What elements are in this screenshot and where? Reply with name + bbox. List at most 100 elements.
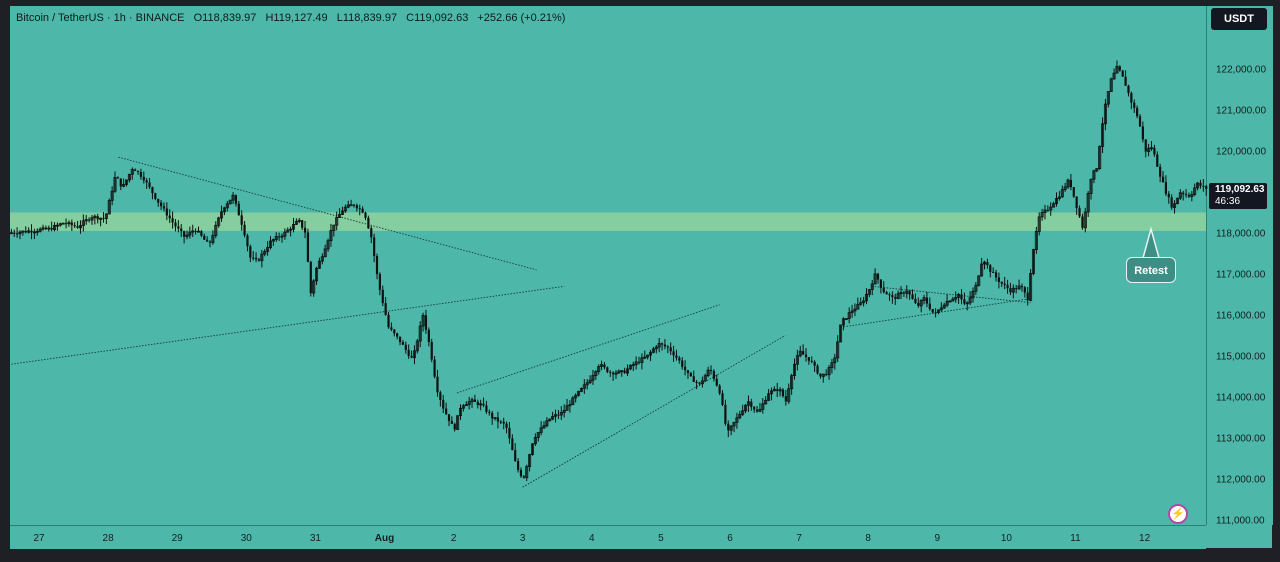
candle [873, 268, 877, 285]
candle [1164, 175, 1168, 197]
candle [312, 279, 316, 297]
candle-body [159, 202, 163, 207]
candle [681, 357, 684, 370]
candle-body [992, 271, 995, 273]
candle [1000, 281, 1003, 287]
candle-body [237, 203, 240, 216]
candle-body [963, 299, 966, 304]
candle-body [249, 246, 252, 258]
candle [237, 201, 240, 216]
candle-body [934, 312, 937, 314]
candle [1009, 282, 1012, 296]
candle [689, 371, 692, 377]
candle-body [203, 235, 206, 240]
open-value: O118,839.97 [193, 12, 257, 24]
candle [548, 418, 552, 422]
candle-body [1057, 196, 1061, 199]
time-tick-label: 5 [658, 533, 664, 544]
candle [640, 353, 644, 370]
currency-button[interactable]: USDT [1211, 8, 1267, 30]
candle [203, 233, 206, 240]
candle [1141, 121, 1144, 143]
price-tick-label: 117,000.00 [1216, 270, 1266, 281]
candle [38, 227, 42, 233]
candle [1202, 179, 1205, 192]
candle [539, 421, 543, 436]
candle [983, 260, 987, 270]
candle [64, 218, 68, 229]
candle-body [807, 357, 810, 361]
candle-body [727, 423, 730, 431]
candle [821, 373, 825, 383]
candle [1054, 192, 1058, 207]
candle [750, 398, 753, 411]
candle-body [614, 372, 618, 375]
candle [939, 302, 943, 312]
price-axis[interactable] [1206, 6, 1273, 525]
candle-body [81, 220, 85, 226]
candle-body [370, 228, 373, 238]
candle-body [1052, 203, 1056, 208]
candle [1060, 185, 1064, 198]
candle-body [640, 357, 644, 364]
candle-body [1182, 192, 1185, 195]
time-tick-label: 10 [1001, 533, 1013, 544]
candle-body [387, 314, 390, 328]
candle-body [340, 210, 344, 215]
candle [968, 291, 972, 306]
candle-body [525, 466, 529, 479]
candle-body [862, 300, 866, 304]
candle-body [945, 300, 949, 306]
candle-body [1138, 116, 1142, 127]
candle [450, 416, 453, 424]
candle [957, 293, 961, 304]
candle [1115, 60, 1119, 74]
candle-body [1069, 179, 1072, 188]
retest-annotation[interactable]: Retest [1126, 257, 1176, 283]
candle-body [744, 404, 748, 412]
candle-body [1092, 170, 1096, 180]
candle [772, 386, 776, 392]
candle [1109, 77, 1113, 93]
candle [1069, 173, 1072, 191]
candle [436, 369, 439, 397]
candle [177, 220, 180, 233]
candle [888, 292, 891, 301]
lightning-icon[interactable]: ⚡ [1168, 504, 1188, 524]
candle-body [1095, 168, 1099, 172]
candle-body [55, 224, 59, 227]
candle [1147, 143, 1151, 157]
candle [174, 219, 177, 232]
time-tick-label: 29 [172, 533, 184, 544]
candle-body [1083, 211, 1087, 229]
candle-body [859, 302, 863, 305]
candle [99, 217, 103, 227]
candle [669, 342, 672, 356]
candle-body [165, 208, 168, 216]
candle [980, 257, 984, 277]
candle-body [1103, 103, 1107, 125]
candle-body [119, 178, 122, 187]
candle [646, 354, 650, 360]
plot-area[interactable] [10, 6, 1206, 525]
candle [107, 198, 111, 215]
candle-body [194, 230, 197, 232]
candle [746, 395, 750, 413]
candle-body [200, 231, 203, 236]
candle [989, 263, 992, 278]
candle-body [954, 296, 958, 300]
candle [370, 226, 373, 244]
symbol-info[interactable]: Bitcoin / TetherUS · 1h · BINANCE [16, 12, 185, 24]
candle [792, 358, 796, 380]
candle [125, 179, 129, 187]
candle [404, 341, 407, 354]
symbol-legend[interactable]: Bitcoin / TetherUS · 1h · BINANCE O118,8… [16, 12, 571, 24]
candle [600, 360, 604, 371]
candle-body [309, 261, 312, 294]
time-axis[interactable] [10, 525, 1206, 549]
candle [297, 217, 301, 224]
candle [493, 417, 497, 421]
candle [986, 258, 989, 269]
candle [672, 345, 675, 362]
candle-body [905, 290, 909, 294]
